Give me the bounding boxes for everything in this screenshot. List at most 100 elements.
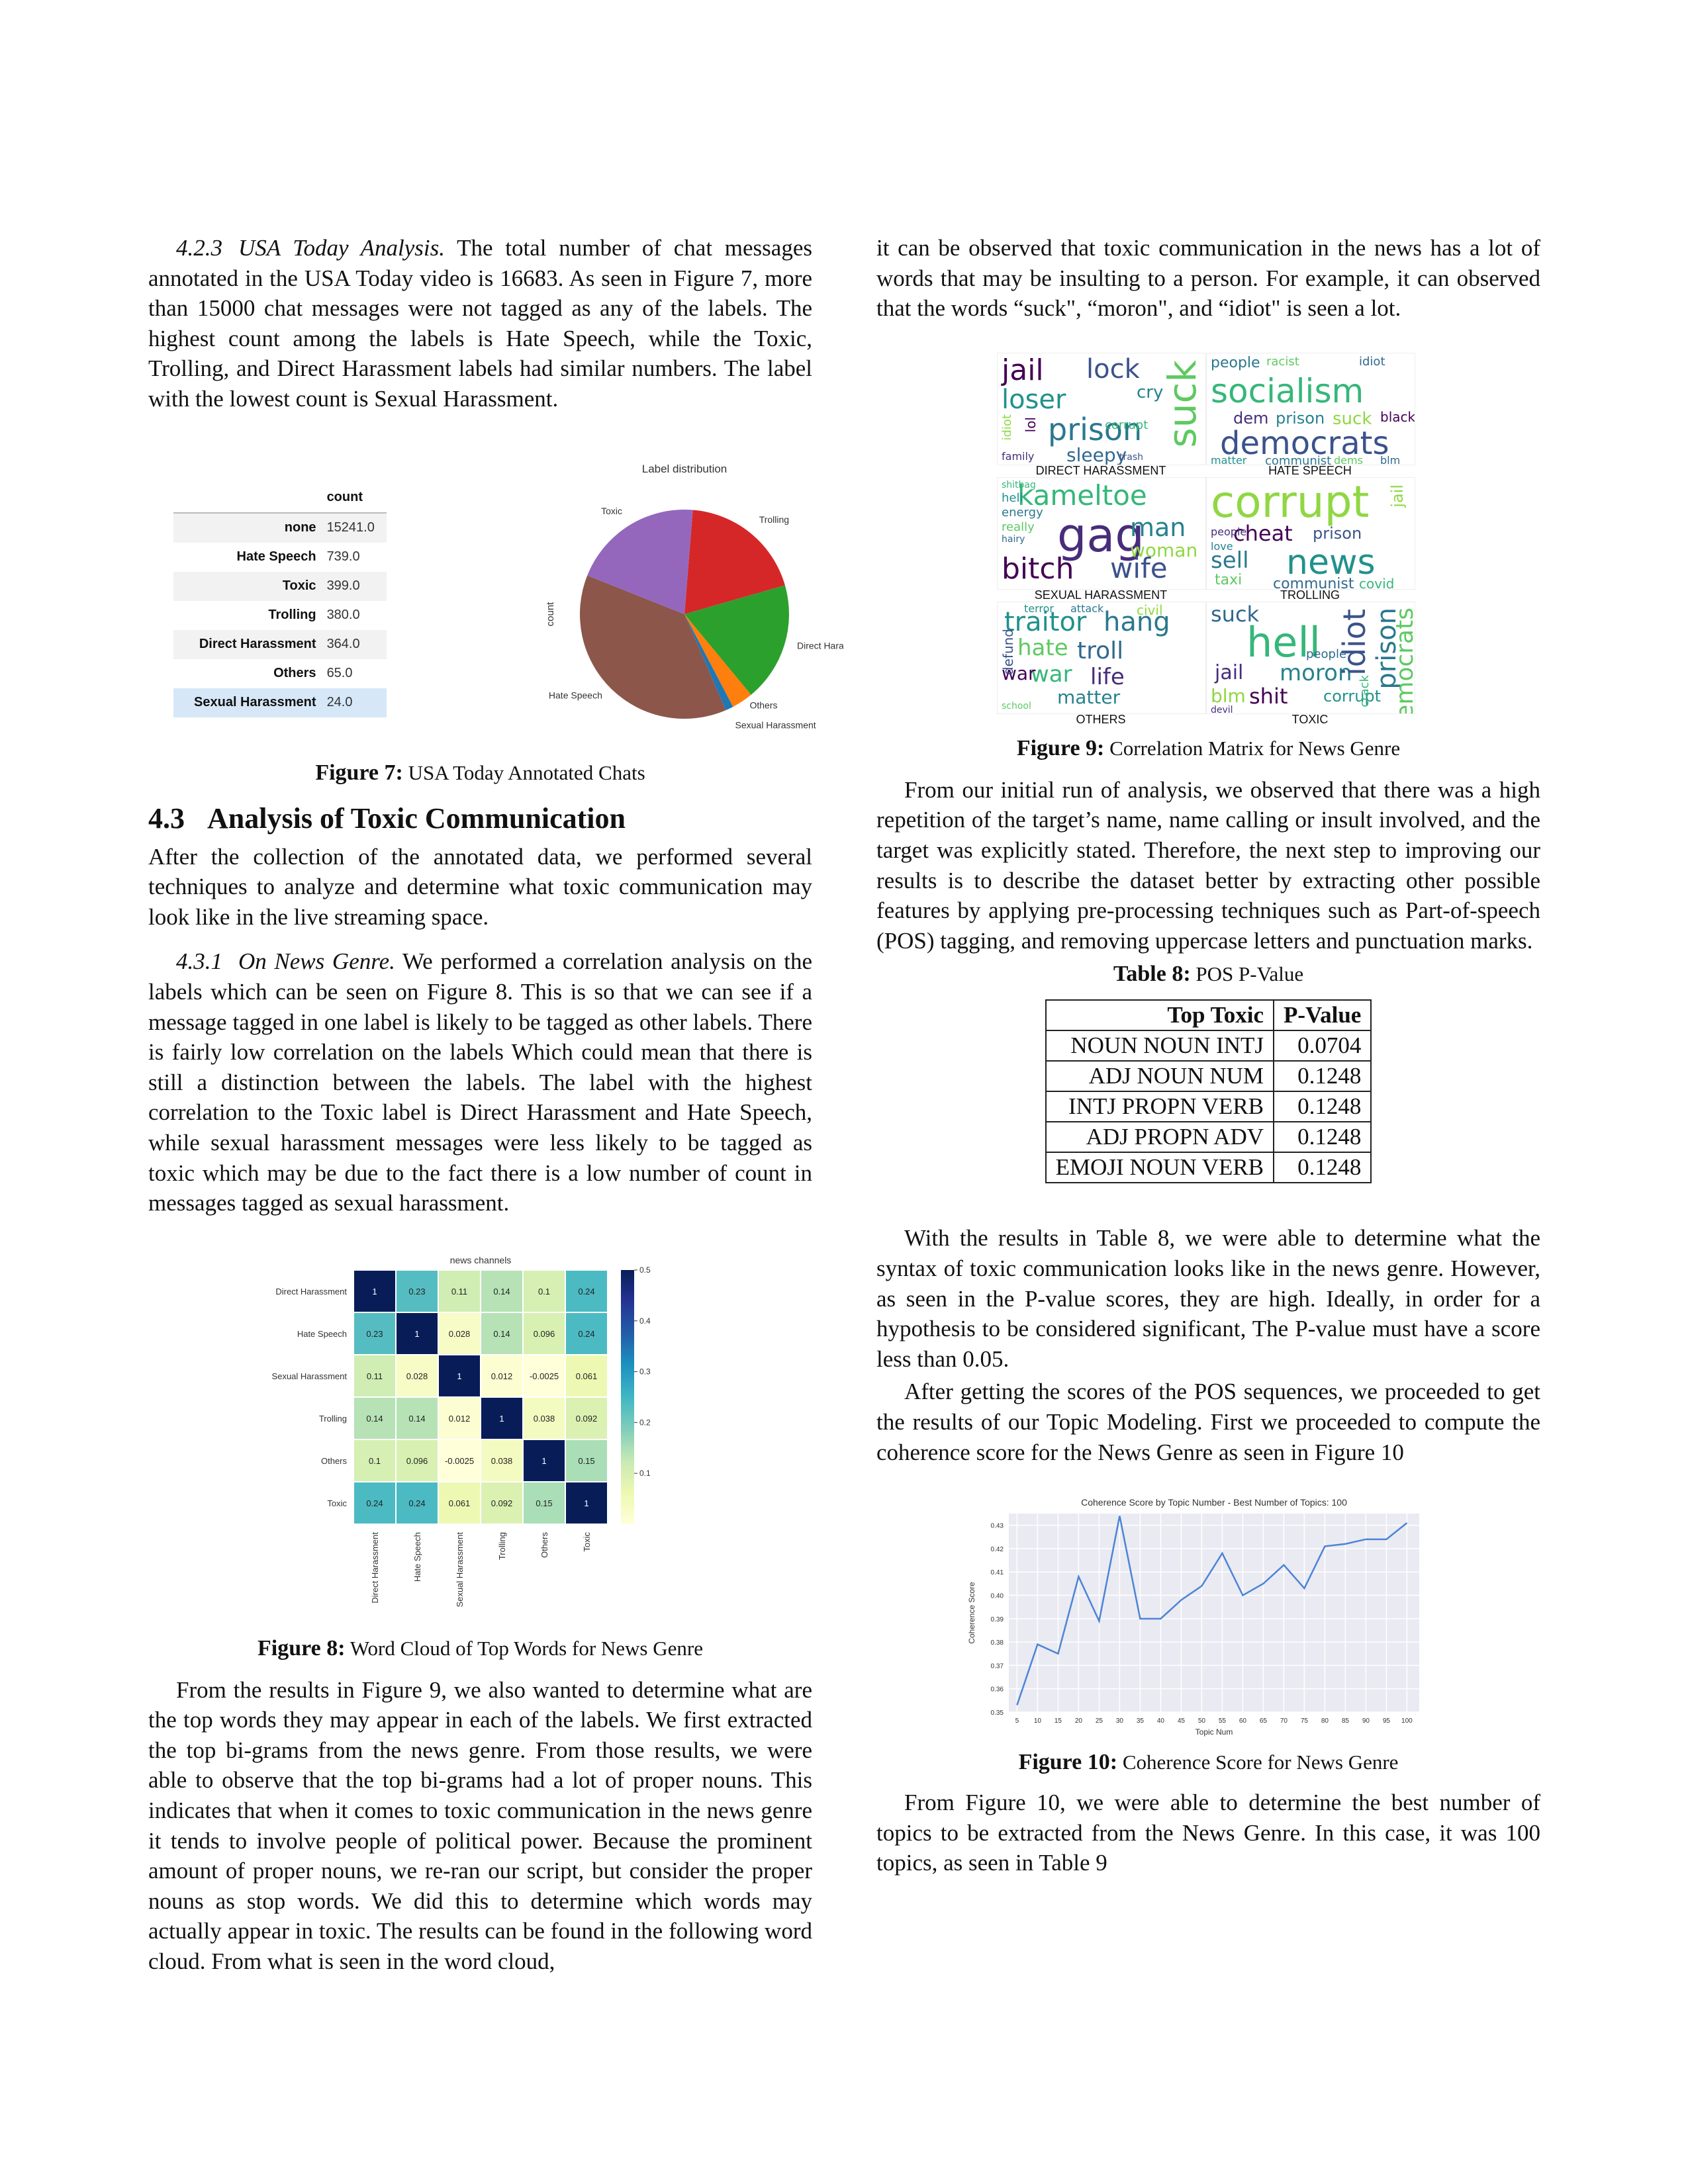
heatmap-col-label: Direct Harassment [370, 1531, 380, 1603]
heatmap-cell-label: 1 [457, 1371, 461, 1381]
word-cloud-word: suck [1211, 601, 1260, 627]
pie-label: Others [749, 700, 777, 710]
pie-slice [587, 509, 693, 614]
word-cloud-word: school [1002, 700, 1031, 711]
paragraph-text: We performed a correlation analysis on t… [148, 948, 812, 1216]
word-cloud-word: woman [1130, 539, 1198, 561]
pos-pvalue-table: Top Toxic P-Value NOUN NOUN INTJ 0.0704 A… [1045, 999, 1372, 1184]
figure-9-word-clouds: jail lock loser prison suck sleepy corrupt fami… [876, 352, 1540, 727]
heatmap-cell [522, 1269, 566, 1313]
word-cloud-word: prison [1313, 523, 1362, 543]
table-row: ADJ PROPN ADV 0.1248 [1045, 1121, 1372, 1154]
heatmap-cell [522, 1311, 566, 1355]
pie-slice [580, 575, 726, 719]
figure-10: Coherence Score by Topic Number - Best N… [876, 1494, 1540, 1740]
count-row-label: Trolling [268, 608, 316, 623]
count-row-value: 15241.0 [321, 512, 387, 543]
x-tick-label: 70 [1280, 1717, 1288, 1725]
count-row-value: 739.0 [326, 549, 360, 565]
count-row-value: 380.0 [326, 608, 360, 623]
word-cloud-word: lock [1086, 353, 1140, 385]
word-cloud-word: terror [1024, 602, 1055, 615]
count-row: Toxic 399.0 [173, 571, 387, 601]
heatmap-col-label: Sexual Harassment [455, 1531, 465, 1607]
heatmap-cell [565, 1269, 608, 1313]
word-cloud-word: communist [1265, 453, 1332, 465]
heatmap-cell [395, 1353, 439, 1398]
heatmap-row-label: Trolling [319, 1414, 347, 1424]
word-cloud-tile: corrupt cheat prison news sell taxi communist c… [1206, 477, 1415, 590]
table-row: ADJ NOUN NUM 0.1248 [1045, 1060, 1372, 1093]
heatmap-cell-label: 0.24 [366, 1498, 383, 1508]
section-title: Analysis of Toxic Communication [207, 801, 626, 835]
word-cloud-word: matter [1211, 453, 1247, 465]
word-cloud-word: kameltoe [1017, 478, 1147, 512]
heatmap-cell-label: 0.14 [493, 1287, 510, 1297]
heatmap-cell-label: 0.096 [406, 1456, 428, 1466]
count-table: count none 15241.0 Hate Speech 739.0 Toxic 39… [173, 482, 387, 717]
heatmap-cell-label: 0.24 [578, 1287, 594, 1297]
y-tick-label: 0.36 [991, 1686, 1004, 1694]
word-cloud-grid: jail lock loser prison suck sleepy corrupt fami… [997, 352, 1421, 727]
coherence-series-line [1016, 1516, 1408, 1706]
word-cloud-word: civil [1137, 602, 1163, 618]
heatmap-cell [395, 1480, 439, 1525]
heatmap-cell-label: 1 [541, 1456, 546, 1466]
caption-text: USA Today Annotated Chats [408, 760, 645, 784]
word-cloud-word: socialism [1211, 371, 1364, 410]
word-cloud-word: bitch [1002, 551, 1074, 586]
caption-label: Figure 9: [1016, 735, 1105, 760]
y-tick-label: 0.42 [991, 1546, 1004, 1553]
x-tick-label: 10 [1034, 1717, 1042, 1725]
line-chart-plot-area [1009, 1514, 1419, 1713]
word-cloud-word: jail [1388, 484, 1407, 508]
word-cloud-label: HATE SPEECH [1268, 463, 1352, 477]
y-tick-label: 0.37 [991, 1663, 1004, 1670]
count-row-label: Sexual Harassment [173, 688, 322, 717]
word-cloud-word: defund [1000, 628, 1016, 675]
word-cloud-tile: jail lock loser prison suck sleepy corrupt fami… [997, 352, 1206, 465]
coherence-line-chart: Coherence Score by Topic Number - Best N… [967, 1497, 1419, 1737]
count-row: Others 65.0 [173, 659, 387, 688]
heatmap-col-label: Trolling [497, 1532, 507, 1560]
word-cloud-word: sell [1211, 547, 1249, 574]
heatmap-cell-label: 1 [499, 1414, 504, 1424]
heatmap-cell-label: 0.23 [408, 1287, 425, 1297]
label-distribution-pie-chart: Label distribution count Trolling Direct Ha… [545, 463, 843, 731]
word-cloud-word: prison [1276, 408, 1325, 428]
heatmap-cell-label: 0.012 [491, 1371, 513, 1381]
word-cloud-word: love [1211, 539, 1233, 553]
x-tick-label: 25 [1096, 1717, 1103, 1725]
count-row-label: none [173, 512, 322, 543]
y-tick-label: 0.40 [991, 1593, 1004, 1600]
word-cloud-word: trash [1119, 451, 1143, 463]
word-cloud-word: jail [1215, 660, 1244, 684]
caption-label: Figure 10: [1018, 1750, 1118, 1775]
word-cloud-word: traitor [1004, 606, 1087, 637]
heatmap-cell-label: 0.1 [538, 1287, 550, 1297]
word-cloud-tile: traitor hang hate troll war life matter civil wa… [997, 601, 1206, 714]
figure-9-caption: Figure 9: Correlation Matrix for News Ge… [876, 735, 1540, 762]
right-column: it can be observed that toxic communicat… [876, 233, 1540, 1878]
pie-ylabel: count [545, 601, 556, 626]
word-cloud-word: suck [1333, 408, 1372, 429]
heatmap-row-label: Toxic [327, 1498, 347, 1508]
caption-label: Figure 8: [258, 1635, 346, 1661]
word-cloud-word: democrats [1391, 607, 1415, 713]
topic-modeling-paragraph: After getting the scores of the POS sequ… [876, 1379, 1540, 1465]
pos-paragraph: From our initial run of analysis, we obs… [876, 776, 1540, 954]
word-cloud-word: matter [1057, 686, 1121, 708]
word-cloud-word: suck [1160, 359, 1205, 448]
heatmap-cell [353, 1396, 397, 1440]
word-cloud-word: dems [1334, 453, 1363, 465]
heatmap-colorbar [621, 1269, 634, 1524]
heatmap-cell-label: 0.012 [449, 1414, 471, 1424]
figure-8-caption: Figure 8: Word Cloud of Top Words for Ne… [148, 1635, 812, 1662]
subsection-number: 4.2.3 [176, 235, 222, 261]
y-tick-label: 0.41 [991, 1569, 1004, 1576]
paragraph-text: The total number of chat messages annota… [148, 235, 812, 412]
colorbar-tick-label: 0.5 [639, 1265, 651, 1275]
table-row: INTJ PROPN VERB 0.1248 [1045, 1091, 1372, 1123]
colorbar-tick-label: 0.2 [639, 1418, 651, 1427]
word-cloud-word: loser [1002, 384, 1066, 415]
